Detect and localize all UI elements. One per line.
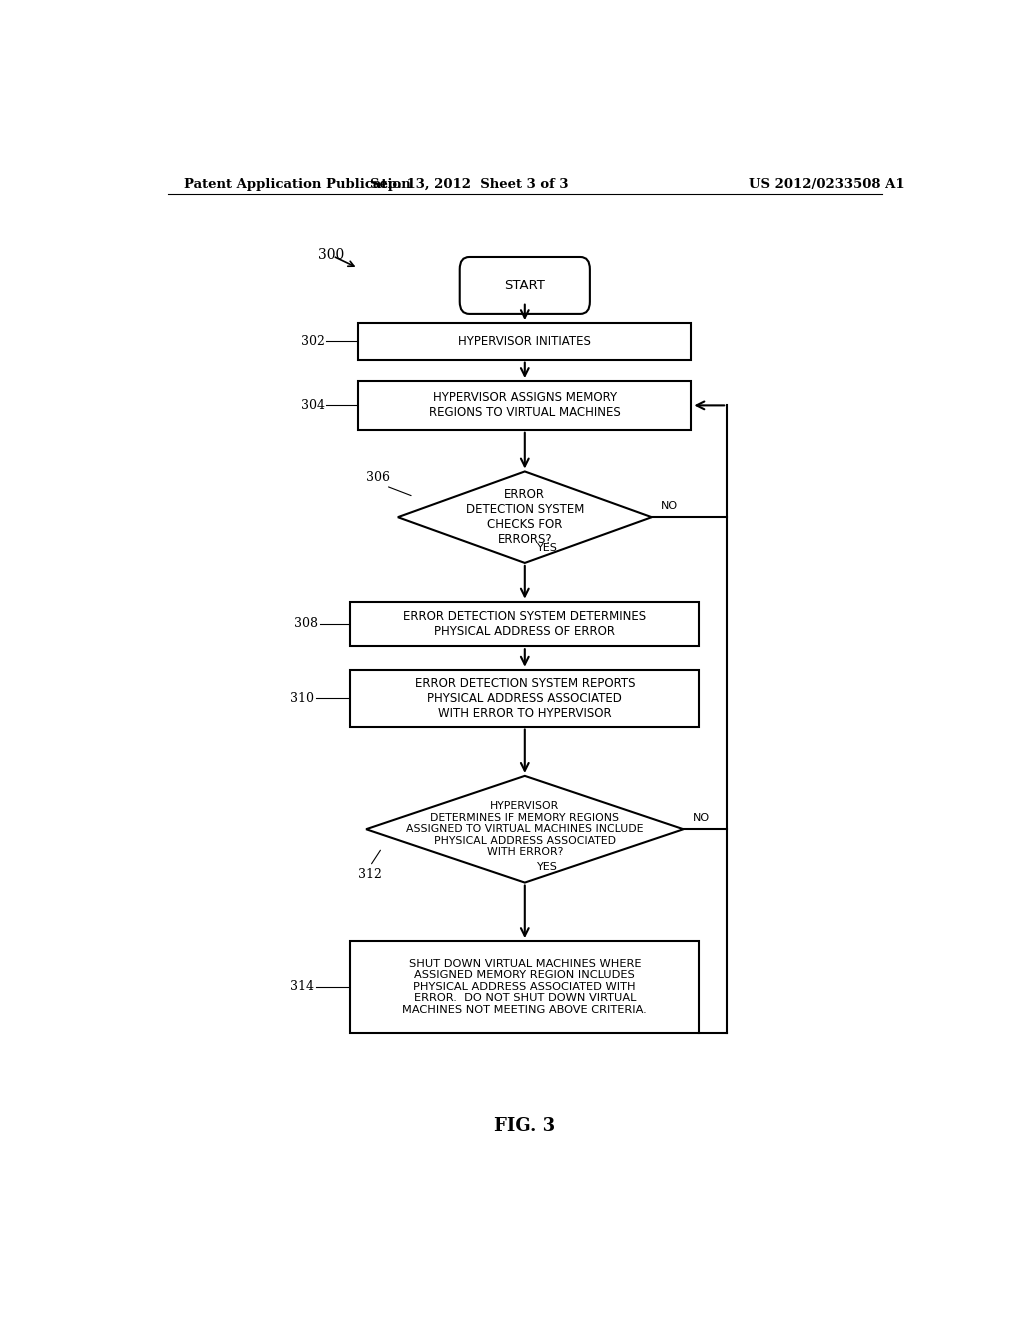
Text: SHUT DOWN VIRTUAL MACHINES WHERE
ASSIGNED MEMORY REGION INCLUDES
PHYSICAL ADDRES: SHUT DOWN VIRTUAL MACHINES WHERE ASSIGNE… xyxy=(402,958,647,1015)
Text: US 2012/0233508 A1: US 2012/0233508 A1 xyxy=(749,178,904,191)
Text: YES: YES xyxy=(537,543,558,553)
Text: 300: 300 xyxy=(318,248,345,261)
Text: HYPERVISOR ASSIGNS MEMORY
REGIONS TO VIRTUAL MACHINES: HYPERVISOR ASSIGNS MEMORY REGIONS TO VIR… xyxy=(429,392,621,420)
Text: 314: 314 xyxy=(291,981,314,993)
Text: FIG. 3: FIG. 3 xyxy=(495,1117,555,1135)
Text: 306: 306 xyxy=(367,471,390,484)
Text: HYPERVISOR
DETERMINES IF MEMORY REGIONS
ASSIGNED TO VIRTUAL MACHINES INCLUDE
PHY: HYPERVISOR DETERMINES IF MEMORY REGIONS … xyxy=(407,801,643,858)
FancyBboxPatch shape xyxy=(460,257,590,314)
Text: 308: 308 xyxy=(295,618,318,631)
Text: 312: 312 xyxy=(358,869,382,882)
Text: 302: 302 xyxy=(301,335,325,348)
Bar xyxy=(350,669,699,726)
Text: ERROR
DETECTION SYSTEM
CHECKS FOR
ERRORS?: ERROR DETECTION SYSTEM CHECKS FOR ERRORS… xyxy=(466,488,584,546)
Text: YES: YES xyxy=(537,862,558,873)
Text: Patent Application Publication: Patent Application Publication xyxy=(183,178,411,191)
Text: 310: 310 xyxy=(291,692,314,705)
Bar xyxy=(358,323,691,359)
Text: ERROR DETECTION SYSTEM DETERMINES
PHYSICAL ADDRESS OF ERROR: ERROR DETECTION SYSTEM DETERMINES PHYSIC… xyxy=(403,610,646,638)
Text: 304: 304 xyxy=(301,399,325,412)
Polygon shape xyxy=(397,471,652,562)
Polygon shape xyxy=(367,776,684,883)
Text: Sep. 13, 2012  Sheet 3 of 3: Sep. 13, 2012 Sheet 3 of 3 xyxy=(370,178,568,191)
Bar xyxy=(350,602,699,647)
Text: NO: NO xyxy=(662,502,679,511)
Bar xyxy=(358,381,691,430)
Bar xyxy=(350,941,699,1032)
Text: START: START xyxy=(505,279,545,292)
Text: HYPERVISOR INITIATES: HYPERVISOR INITIATES xyxy=(459,335,591,348)
Text: NO: NO xyxy=(693,813,711,824)
Text: ERROR DETECTION SYSTEM REPORTS
PHYSICAL ADDRESS ASSOCIATED
WITH ERROR TO HYPERVI: ERROR DETECTION SYSTEM REPORTS PHYSICAL … xyxy=(415,677,635,719)
